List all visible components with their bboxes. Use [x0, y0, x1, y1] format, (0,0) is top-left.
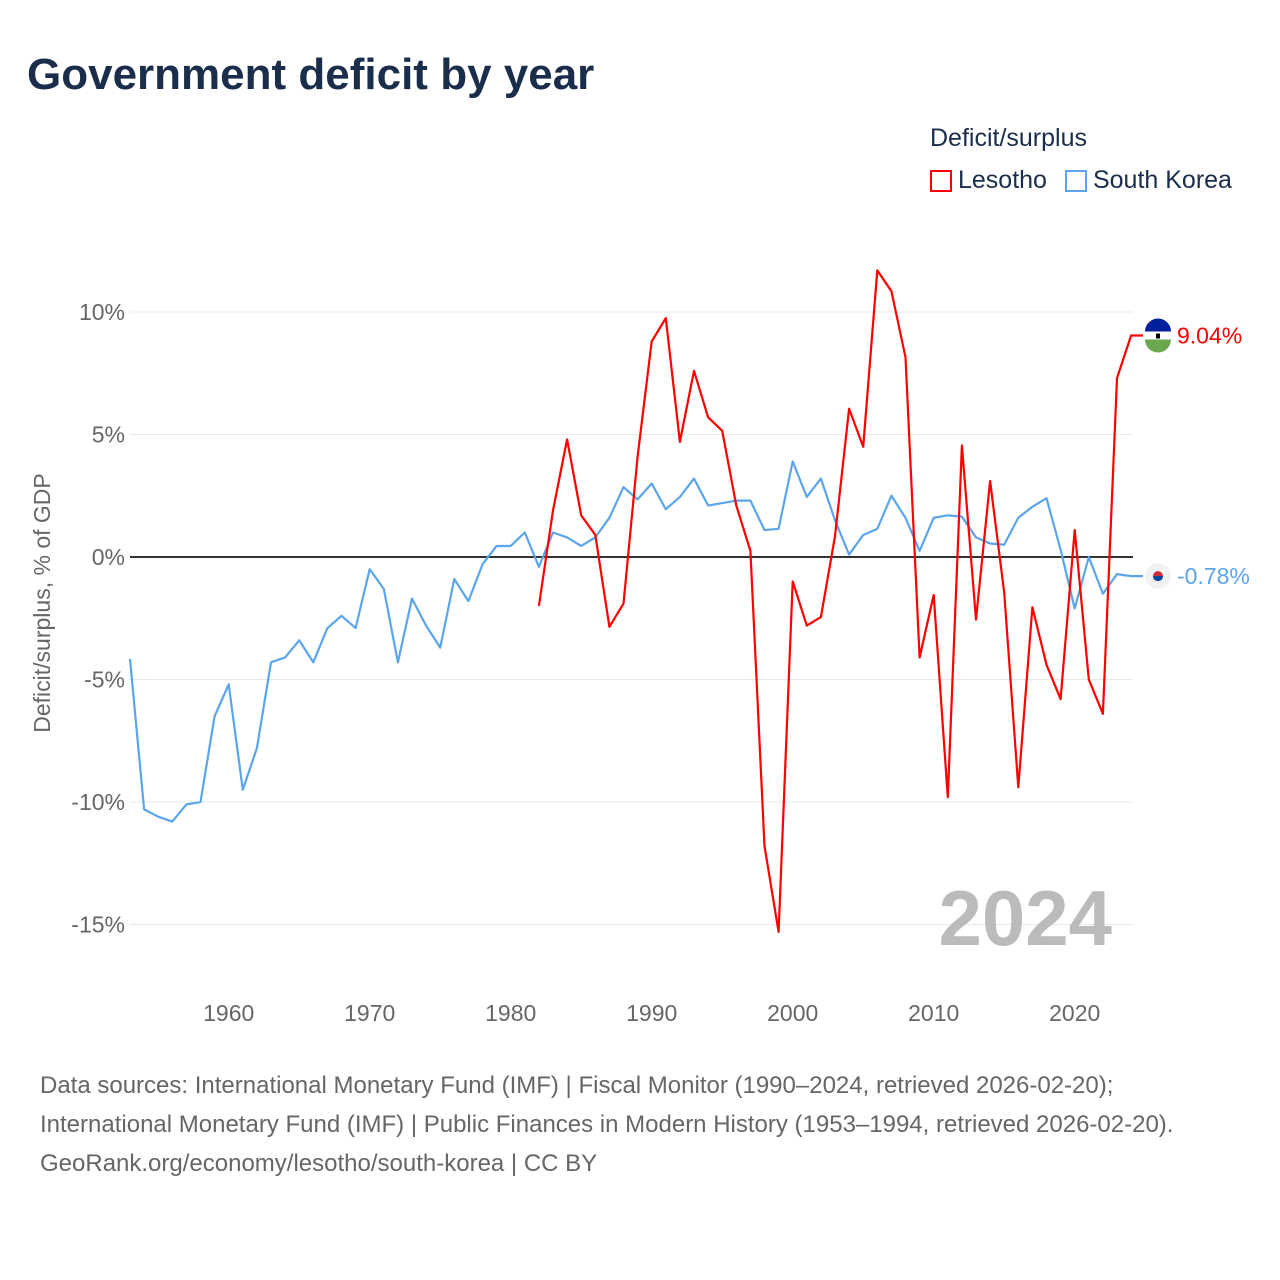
x-tick-label: 2000 — [767, 1000, 818, 1026]
legend-label: Lesotho — [958, 166, 1047, 194]
y-tick-label: -10% — [71, 789, 125, 815]
x-tick-label: 1960 — [203, 1000, 254, 1026]
data-sources: Data sources: International Monetary Fun… — [40, 1072, 1174, 1138]
legend-item-south-korea[interactable]: South Korea — [1064, 166, 1232, 195]
legend-swatch-lesotho — [930, 169, 952, 192]
legend: Lesotho South Korea — [930, 166, 1232, 195]
x-tick-label: 1980 — [485, 1000, 536, 1026]
source-link[interactable]: GeoRank.org/economy/lesotho/south-korea … — [40, 1150, 598, 1177]
legend-label: South Korea — [1092, 166, 1232, 194]
y-tick-label: -5% — [84, 667, 125, 693]
series-line-south-korea — [128, 460, 1143, 823]
year-watermark: 2024 — [938, 874, 1112, 962]
flag-blue — [1145, 318, 1171, 332]
y-tick-label: 10% — [79, 299, 125, 325]
line-chart: 10% 5% 0% -5% -10% -15% 1960 1970 1980 1990 2000 20… — [29, 269, 1250, 1026]
end-value-label: -0.78% — [1177, 563, 1250, 589]
y-tick-label: 5% — [92, 422, 125, 448]
flag-green — [1145, 339, 1171, 353]
x-tick-label: 1990 — [626, 1000, 677, 1026]
y-axis-label: Deficit/surplus, % of GDP — [29, 473, 55, 732]
end-value-label: 9.04% — [1177, 323, 1242, 349]
legend-item-lesotho[interactable]: Lesotho — [930, 166, 1047, 195]
footer: Data sources: International Monetary Fun… — [40, 1066, 1240, 1183]
legend-swatch-south-korea — [1064, 169, 1087, 192]
x-tick-label: 2010 — [908, 1000, 959, 1026]
x-tick-label: 2020 — [1049, 1000, 1100, 1026]
flag-taegeuk-blue — [1153, 576, 1163, 582]
y-tick-label: -15% — [71, 912, 125, 938]
legend-title: Deficit/surplus — [930, 124, 1087, 152]
x-tick-label: 1970 — [344, 1000, 395, 1026]
series-line-lesotho — [537, 269, 1143, 933]
page-title: Government deficit by year — [27, 50, 595, 99]
flag-hat — [1156, 333, 1160, 339]
y-tick-label: 0% — [92, 544, 125, 570]
